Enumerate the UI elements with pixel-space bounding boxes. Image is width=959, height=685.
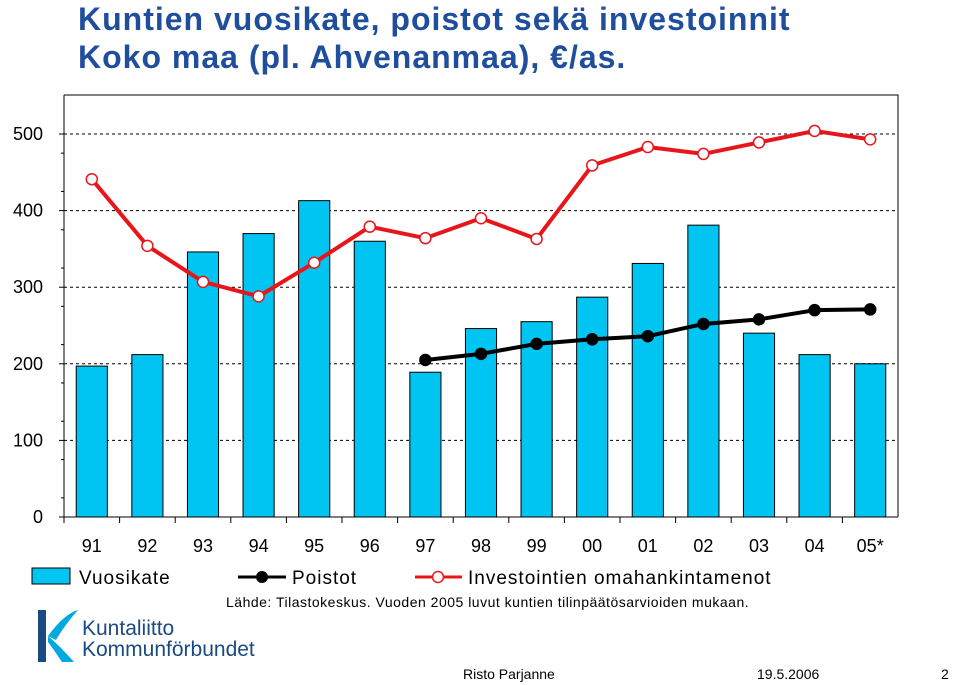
- legend-marker-poistot: [256, 571, 268, 583]
- chart: 0 100 200 300 400 500 91 92 93 94 95 96 97 98 99 00 01 02…: [13, 94, 899, 589]
- y-tick-label: 100: [13, 430, 43, 450]
- point-investoinnit: [141, 239, 154, 253]
- point-poistot: [530, 337, 543, 351]
- bar-vuosikate: [687, 224, 720, 518]
- x-tick-label: 95: [304, 536, 324, 556]
- point-poistot: [585, 333, 599, 346]
- x-tick-label: 03: [749, 536, 769, 556]
- x-tick-label: 01: [638, 536, 658, 556]
- footer-date: 19.5.2006: [757, 666, 820, 682]
- bar-vuosikate: [854, 363, 887, 518]
- point-investoinnit: [363, 220, 377, 233]
- point-investoinnit: [85, 172, 99, 186]
- legend-swatch-vuosikate: [31, 567, 71, 585]
- legend-marker-investoinnit: [431, 570, 445, 584]
- bar-series: [75, 200, 887, 518]
- point-investoinnit: [530, 232, 543, 246]
- bar-vuosikate: [798, 354, 831, 518]
- y-tick-label: 0: [33, 507, 43, 527]
- source-note: Lähde: Tilastokeskus. Vuoden 2005 luvut …: [226, 594, 750, 610]
- bar-vuosikate: [409, 371, 442, 518]
- point-poistot: [697, 317, 710, 331]
- x-tick-label: 94: [249, 536, 269, 556]
- point-investoinnit: [474, 212, 488, 225]
- logo-line-2: Kommunförbundet: [82, 638, 255, 661]
- title-line-1: Kuntien vuosikate, poistot sekä investoi…: [78, 1, 791, 37]
- point-investoinnit: [641, 140, 655, 154]
- point-investoinnit: [307, 256, 321, 269]
- point-poistot: [808, 303, 821, 317]
- x-tick-label: 96: [360, 536, 380, 556]
- bar-vuosikate: [242, 233, 275, 518]
- line-series: [85, 124, 877, 367]
- point-poistot: [474, 347, 488, 361]
- bar-vuosikate: [131, 354, 164, 518]
- point-investoinnit: [585, 159, 599, 172]
- point-poistot: [419, 353, 432, 367]
- axes: [59, 94, 899, 523]
- point-poistot: [752, 313, 766, 326]
- bar-vuosikate: [75, 365, 108, 518]
- y-tick-label: 300: [13, 277, 43, 297]
- bar-vuosikate: [353, 240, 386, 518]
- x-tick-label: 91: [82, 536, 102, 556]
- point-investoinnit: [252, 290, 265, 303]
- x-tick-label: 05*: [857, 536, 884, 556]
- y-tick-label: 500: [13, 124, 43, 144]
- y-tick-label: 400: [13, 201, 43, 221]
- point-investoinnit: [196, 275, 210, 289]
- legend-label-vuosikate: Vuosikate: [79, 568, 171, 589]
- x-tick-label: 97: [415, 536, 435, 556]
- x-tick-label: 98: [471, 536, 491, 556]
- x-tick-label: 00: [582, 536, 602, 556]
- footer-page: 2: [941, 666, 949, 682]
- legend-label-investoinnit: Investointien omahankintamenot: [468, 568, 772, 589]
- x-tick-label: 92: [137, 536, 157, 556]
- bar-vuosikate: [742, 332, 776, 518]
- logo-line-1: Kuntaliitto: [82, 617, 175, 640]
- bar-vuosikate: [520, 321, 553, 518]
- plot-frame: [64, 94, 899, 517]
- x-tick-label: 04: [805, 536, 825, 556]
- bar-vuosikate: [631, 262, 664, 518]
- tick-labels: 0 100 200 300 400 500 91 92 93 94 95 96 97 98 99 00 01 02…: [13, 124, 884, 556]
- point-investoinnit: [419, 231, 432, 245]
- point-poistot: [863, 303, 877, 316]
- footer-author: Risto Parjanne: [463, 666, 555, 682]
- bar-vuosikate: [576, 296, 609, 518]
- x-tick-label: 02: [693, 536, 713, 556]
- bar-vuosikate: [298, 200, 331, 518]
- y-tick-label: 200: [13, 354, 43, 374]
- point-investoinnit: [808, 124, 821, 138]
- title-line-2: Koko maa (pl. Ahvenanmaa), €/as.: [78, 39, 627, 75]
- legend: Vuosikate Poistot Investointien omahankint…: [31, 567, 772, 589]
- x-tick-label: 93: [193, 536, 213, 556]
- page-title: Kuntien vuosikate, poistot sekä investoi…: [78, 0, 791, 76]
- point-investoinnit: [752, 136, 766, 149]
- point-poistot: [641, 329, 655, 343]
- logo-text: Kuntaliitto Kommunförbundet: [82, 618, 255, 660]
- kuntaliitto-logo: [38, 610, 78, 662]
- point-investoinnit: [697, 147, 710, 161]
- x-tick-label: 99: [527, 536, 547, 556]
- legend-label-poistot: Poistot: [292, 568, 357, 589]
- bar-vuosikate: [186, 251, 220, 518]
- point-investoinnit: [863, 133, 877, 146]
